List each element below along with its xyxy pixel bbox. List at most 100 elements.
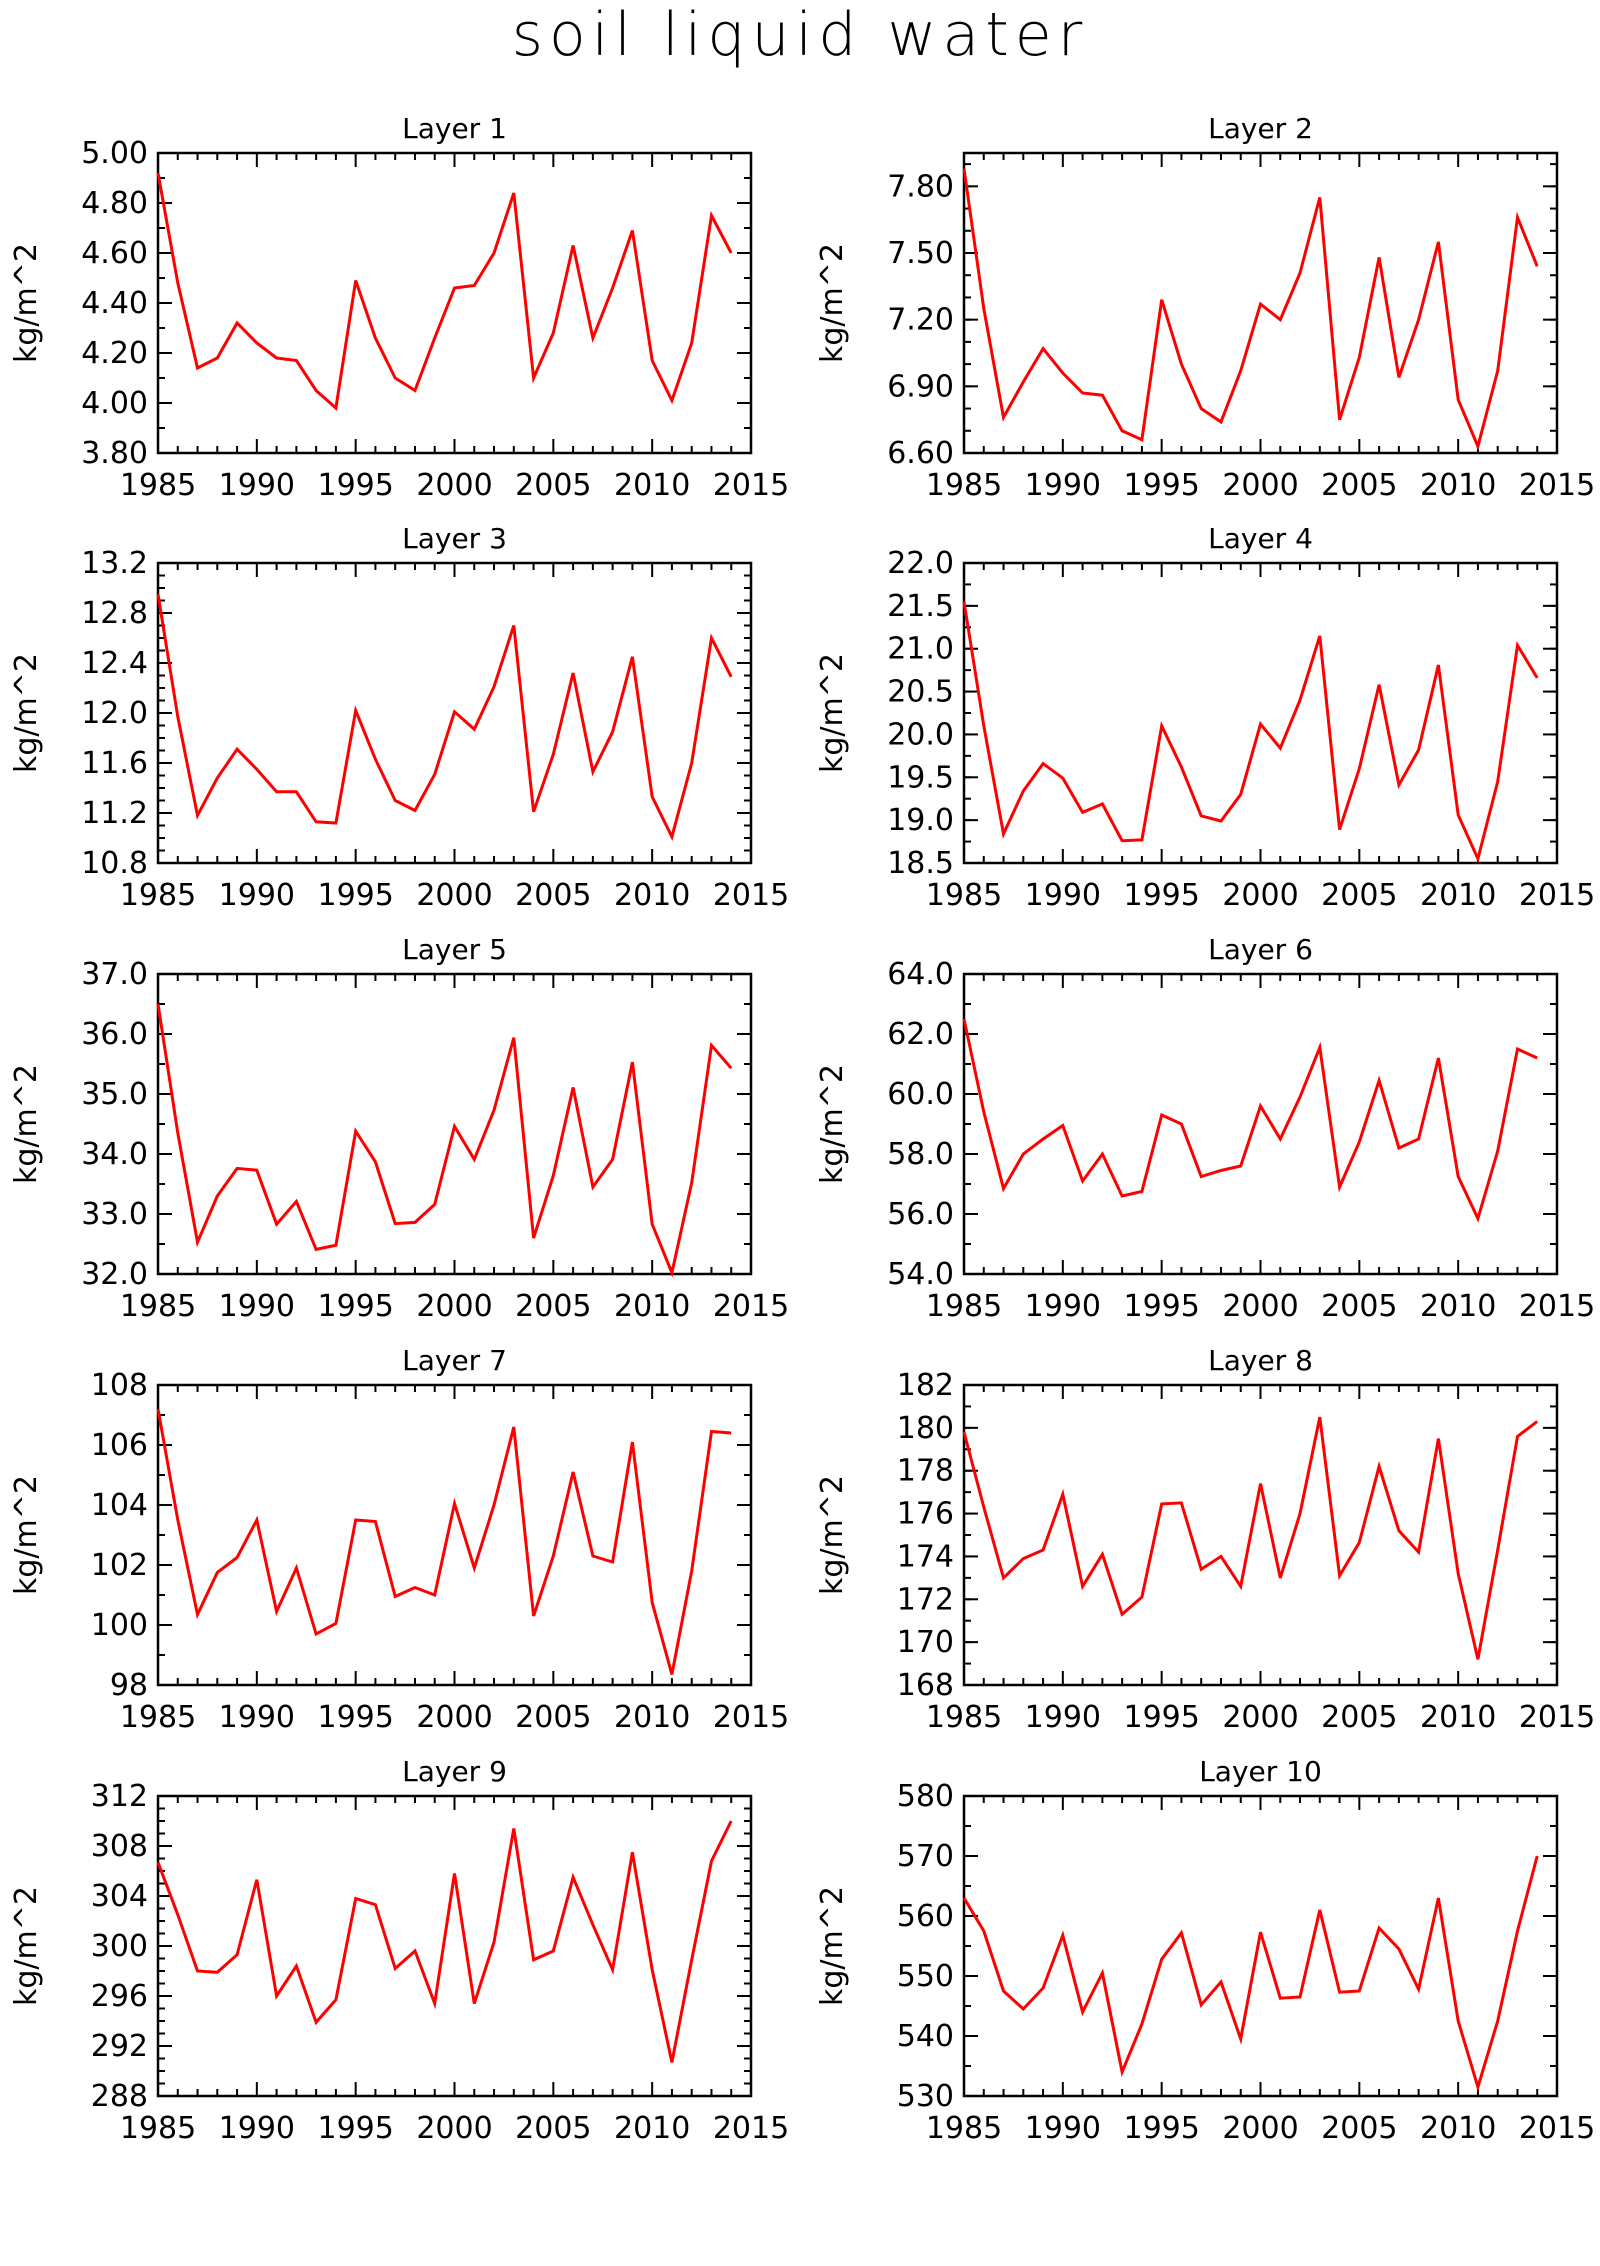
x-tick-label: 1995 [1123,878,1199,913]
series-line [156,594,733,842]
x-tick-label: 2010 [1420,878,1496,913]
y-tick-label: 32.0 [81,1257,148,1292]
panel-layer-9: Layer 9 1985 1990 1995 2000 2005 2010 2015 288 29… [9,1755,789,2146]
y-tick-label: 21.5 [887,589,954,624]
x-tick-label: 1985 [120,468,196,503]
y-tick-label: 300 [91,1929,148,1964]
y-tick-label: 18.5 [887,846,954,881]
x-tick-label: 1995 [1123,468,1199,503]
x-tick-label: 2000 [1222,468,1298,503]
series-line [156,1003,733,1278]
y-tick-label: 5.00 [81,136,148,171]
panel-layer-1: Layer 1 1985 1990 1995 2000 2005 2010 2015 3.80 4… [9,112,789,503]
y-tick-label: 36.0 [81,1017,148,1052]
x-tick-label: 2015 [1519,1289,1595,1324]
y-axis-label: kg/m^2 [815,653,850,773]
y-tick-label: 10.8 [81,846,148,881]
panel-layer-4: Layer 4 1985 1990 1995 2000 2005 2010 2015 18.5 1… [815,522,1595,913]
y-tick-label: 4.40 [81,286,148,321]
y-tick-label: 7.50 [887,236,954,271]
x-tick-label: 2015 [1519,468,1595,503]
y-tick-label: 180 [897,1411,954,1446]
series-line [156,172,733,411]
y-tick-label: 4.60 [81,236,148,271]
x-tick-label: 1985 [926,468,1002,503]
x-tick-label: 2000 [416,1700,492,1735]
y-axis-label: kg/m^2 [815,1886,850,2006]
y-tick-label: 308 [91,1829,148,1864]
y-tick-label: 20.0 [887,717,954,752]
x-tick-label: 1990 [219,1289,295,1324]
panel-title: Layer 2 [1208,112,1313,145]
y-tick-label: 3.80 [81,436,148,471]
panel-title: Layer 6 [1208,933,1313,966]
series-line [962,1416,1539,1660]
panel-title: Layer 3 [402,522,507,555]
y-tick-label: 35.0 [81,1077,148,1112]
x-tick-label: 1995 [317,878,393,913]
plot-frame [962,561,1559,865]
y-axis-label: kg/m^2 [9,653,44,773]
x-tick-label: 2005 [515,468,591,503]
x-tick-label: 2005 [515,2111,591,2146]
y-tick-label: 530 [897,2079,954,2114]
x-tick-label: 2015 [713,468,789,503]
y-tick-label: 292 [91,2029,148,2064]
x-tick-label: 2005 [1321,1289,1397,1324]
y-tick-label: 7.20 [887,303,954,338]
x-tick-label: 1985 [926,1289,1002,1324]
panel-layer-6: Layer 6 1985 1990 1995 2000 2005 2010 2015 54.0 5… [815,933,1595,1324]
y-tick-label: 174 [897,1539,954,1574]
x-tick-label: 2005 [515,1700,591,1735]
x-tick-label: 2005 [1321,878,1397,913]
x-tick-label: 2005 [1321,1700,1397,1735]
y-tick-label: 12.8 [81,596,148,631]
plot-frame [156,151,753,455]
x-tick-label: 2000 [1222,878,1298,913]
series-line [962,1855,1539,2093]
x-tick-label: 2000 [1222,1289,1298,1324]
x-tick-label: 2000 [416,1289,492,1324]
y-tick-label: 176 [897,1497,954,1532]
panel-layer-10: Layer 10 1985 1990 1995 2000 2005 2010 2015 530 5… [815,1755,1595,2146]
y-tick-label: 12.0 [81,696,148,731]
x-tick-label: 2010 [614,2111,690,2146]
x-tick-label: 2005 [515,1289,591,1324]
x-tick-label: 1985 [120,878,196,913]
y-tick-label: 6.60 [887,436,954,471]
y-tick-label: 570 [897,1839,954,1874]
x-tick-label: 1990 [1025,468,1101,503]
y-tick-label: 33.0 [81,1197,148,1232]
x-tick-label: 1990 [1025,2111,1101,2146]
y-tick-label: 104 [91,1488,148,1523]
x-tick-label: 2010 [1420,2111,1496,2146]
x-tick-label: 2015 [1519,2111,1595,2146]
y-axis-label: kg/m^2 [9,1064,44,1184]
x-tick-label: 1995 [317,2111,393,2146]
y-tick-label: 178 [897,1454,954,1489]
x-tick-label: 2000 [1222,2111,1298,2146]
x-tick-label: 2000 [416,2111,492,2146]
x-tick-label: 1995 [1123,1289,1199,1324]
panel-title: Layer 4 [1208,522,1313,555]
x-tick-label: 1995 [1123,1700,1199,1735]
y-tick-label: 182 [897,1368,954,1403]
panel-layer-7: Layer 7 1985 1990 1995 2000 2005 2010 2015 98 100… [9,1344,789,1735]
panel-title: Layer 5 [402,933,507,966]
x-tick-label: 1985 [120,1700,196,1735]
y-axis-label: kg/m^2 [815,243,850,363]
x-tick-label: 2000 [416,878,492,913]
x-tick-label: 2015 [713,2111,789,2146]
series-line [156,1408,732,1675]
panel-title: Layer 1 [402,112,507,145]
x-tick-label: 1985 [120,1289,196,1324]
y-tick-label: 560 [897,1899,954,1934]
y-tick-label: 21.0 [887,632,954,667]
y-tick-label: 20.5 [887,675,954,710]
x-tick-label: 2015 [1519,1700,1595,1735]
series-line [962,1018,1538,1223]
x-tick-label: 1985 [120,2111,196,2146]
y-tick-label: 56.0 [887,1197,954,1232]
